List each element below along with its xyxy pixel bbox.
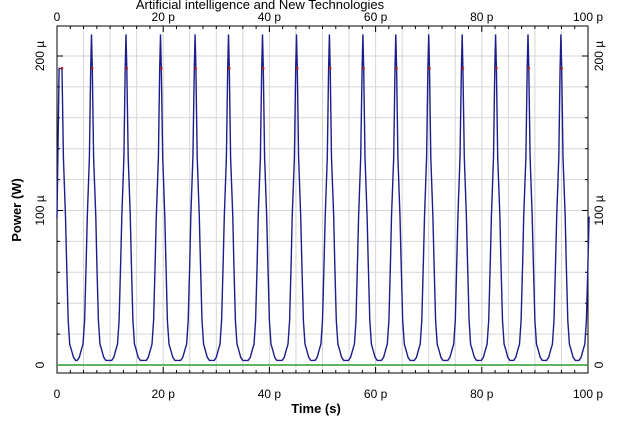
tick-labels: 0 20 p 40 p 60 p 80 p 100 p 0 20 p 40 p 60 p 80 p 1… bbox=[33, 10, 606, 401]
y-tick-label-left: 0 bbox=[33, 361, 47, 368]
pulse-marker bbox=[160, 67, 163, 70]
pulse-marker bbox=[261, 67, 265, 70]
x-tick-label-bottom: 0 bbox=[54, 387, 61, 401]
chart-title: Artificial intelligence and New Technolo… bbox=[136, 0, 385, 12]
y-tick-label-right: 0 bbox=[592, 361, 606, 368]
y-tick-label-left: 200 µ bbox=[33, 41, 47, 71]
x-tick-label-top: 40 p bbox=[258, 10, 282, 24]
grid-lines bbox=[57, 26, 588, 373]
pulse-marker bbox=[560, 67, 564, 70]
x-tick-label-top: 0 bbox=[54, 10, 61, 24]
y-axis-title: Power (W) bbox=[9, 178, 24, 242]
pulse-marker bbox=[362, 67, 365, 70]
x-tick-label-bottom: 20 p bbox=[152, 387, 176, 401]
x-tick-label-top: 60 p bbox=[364, 10, 388, 24]
pulse-marker bbox=[328, 67, 332, 70]
y-tick-label-right: 200 µ bbox=[592, 41, 606, 71]
y-tick-label-left: 100 µ bbox=[33, 195, 47, 225]
pulse-series-line bbox=[56, 34, 590, 362]
pulse-marker bbox=[60, 67, 64, 70]
x-tick-label-top: 80 p bbox=[470, 10, 494, 24]
pulse-marker bbox=[194, 67, 198, 70]
y-tick-label-right: 100 µ bbox=[592, 195, 606, 225]
x-tick-label-top: 20 p bbox=[152, 10, 176, 24]
pulse-marker bbox=[428, 67, 431, 70]
x-tick-label-bottom: 80 p bbox=[470, 387, 494, 401]
x-tick-label-top: 100 p bbox=[573, 10, 603, 24]
pulse-marker bbox=[228, 67, 231, 70]
series-group bbox=[56, 34, 590, 366]
pulse-marker bbox=[527, 67, 531, 70]
x-axis-title: Time (s) bbox=[291, 401, 341, 416]
pulse-marker bbox=[395, 67, 398, 70]
pulse-marker bbox=[495, 67, 498, 70]
pulse-marker bbox=[295, 67, 299, 70]
x-tick-label-bottom: 100 p bbox=[573, 387, 603, 401]
pulse-marker bbox=[91, 67, 94, 70]
axis-ticks bbox=[56, 26, 589, 373]
pulse-marker bbox=[461, 67, 465, 70]
pulse-marker bbox=[125, 67, 129, 70]
x-tick-label-bottom: 60 p bbox=[364, 387, 388, 401]
x-tick-label-bottom: 40 p bbox=[258, 387, 282, 401]
